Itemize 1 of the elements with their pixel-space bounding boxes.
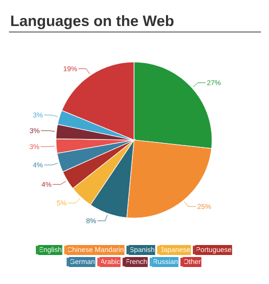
chart-title: Languages on the Web xyxy=(11,15,174,30)
